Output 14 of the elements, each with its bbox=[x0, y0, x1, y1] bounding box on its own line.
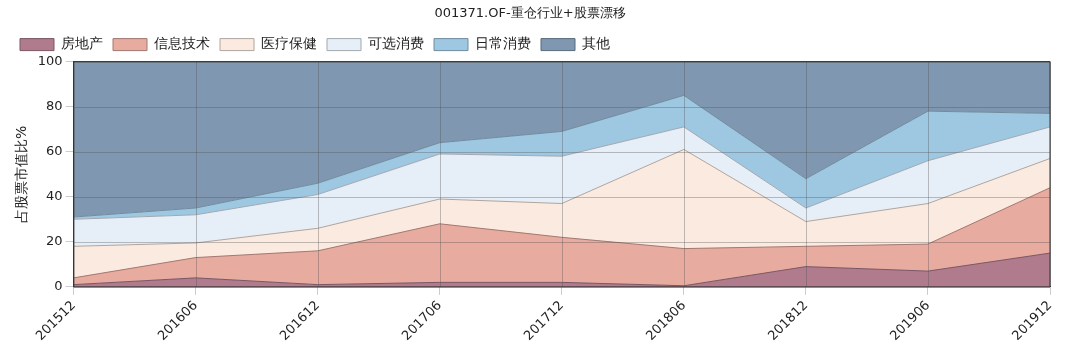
y-tick-label: 40 bbox=[46, 188, 63, 204]
legend-label: 医疗保健 bbox=[261, 35, 317, 52]
y-tick-label: 0 bbox=[54, 278, 63, 294]
y-tick-label: 80 bbox=[46, 98, 63, 114]
y-tick-label: 20 bbox=[46, 233, 63, 249]
legend-label: 日常消费 bbox=[475, 35, 531, 52]
legend-label: 信息技术 bbox=[154, 35, 210, 52]
legend-label: 可选消费 bbox=[368, 35, 424, 52]
y-tick-label: 60 bbox=[46, 143, 63, 159]
legend-label: 其他 bbox=[582, 35, 610, 52]
legend-label: 房地产 bbox=[61, 35, 103, 52]
y-axis-title: 占股票市值比% bbox=[13, 125, 30, 223]
chart-title: 001371.OF-重仓行业+股票漂移 bbox=[434, 5, 626, 21]
y-tick-label: 100 bbox=[37, 52, 63, 68]
